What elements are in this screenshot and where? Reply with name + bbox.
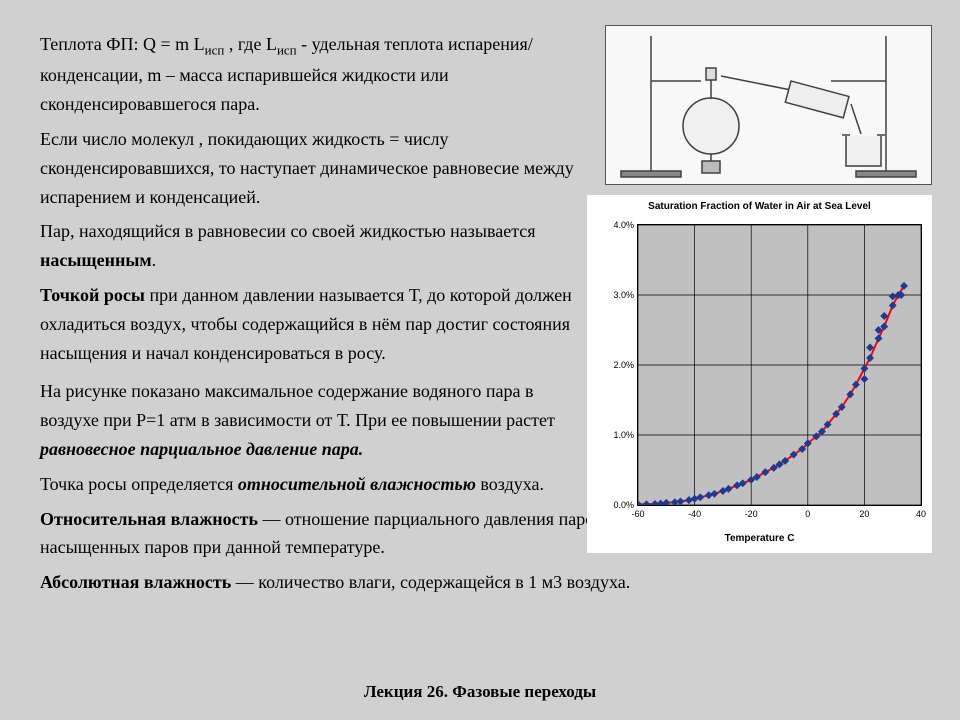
apparatus-diagram — [605, 25, 932, 185]
paragraph-dewpoint: Точкой росы при данном давлении называет… — [40, 281, 585, 367]
paragraph-relhum-intro: Точка росы определяется относительной вл… — [40, 470, 585, 499]
paragraph-equilibrium: Если число молекул , покидающих жидкость… — [40, 125, 585, 211]
paragraph-absolute-humidity: Абсолютная влажность — количество влаги,… — [40, 568, 920, 597]
distillation-setup-icon — [606, 26, 931, 184]
paragraph-saturated: Пар, находящийся в равновесии со своей ж… — [40, 217, 585, 275]
paragraph-heat: Теплота ФП: Q = m Lисп , где Lисп - удел… — [40, 30, 585, 119]
chart-title: Saturation Fraction of Water in Air at S… — [587, 195, 932, 216]
paragraph-figure: На рисунке показано максимальное содержа… — [40, 377, 585, 463]
chart-xlabel: Temperature C — [587, 533, 932, 544]
lecture-footer: Лекция 26. Фазовые переходы — [0, 682, 960, 702]
saturation-chart: Saturation Fraction of Water in Air at S… — [587, 195, 932, 553]
